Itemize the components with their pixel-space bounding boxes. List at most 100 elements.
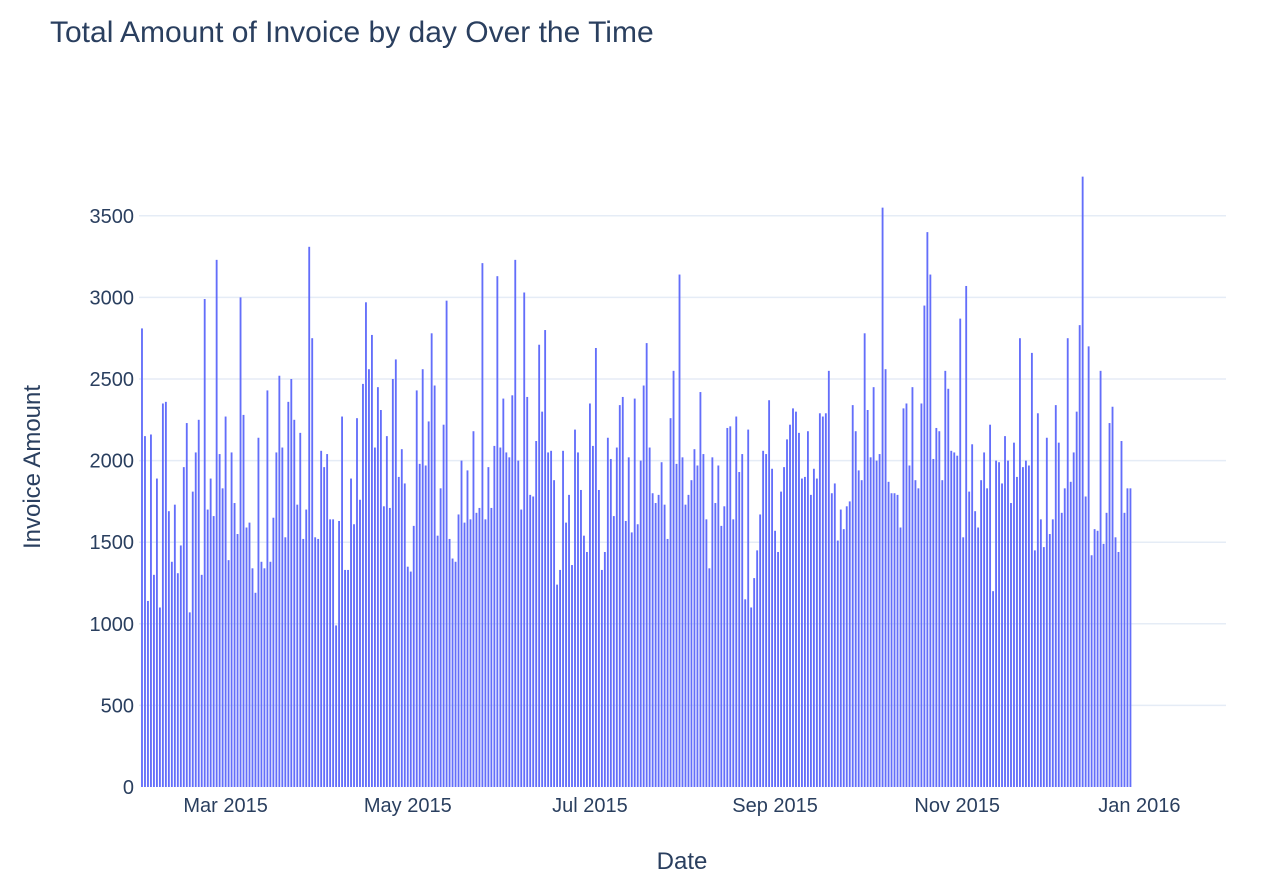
bar — [953, 452, 956, 787]
bar — [150, 434, 152, 787]
bar — [1045, 437, 1048, 787]
bar — [302, 538, 305, 787]
bar — [296, 504, 299, 787]
bar — [974, 511, 977, 787]
bar — [911, 387, 914, 787]
bar — [663, 504, 666, 787]
bar — [678, 274, 681, 787]
bar — [287, 401, 290, 787]
bar — [992, 591, 994, 787]
bar — [311, 338, 314, 787]
bar — [1007, 460, 1009, 787]
bar — [944, 370, 947, 787]
bar — [738, 472, 741, 787]
bar — [176, 573, 179, 787]
bar — [630, 532, 633, 787]
bar — [795, 411, 797, 787]
bar — [902, 408, 905, 787]
bar — [1019, 338, 1021, 787]
bar — [556, 584, 558, 787]
bar — [690, 480, 693, 787]
bar — [502, 398, 505, 787]
bar — [197, 419, 200, 787]
bar — [1123, 512, 1126, 787]
bar — [684, 504, 687, 787]
bar — [394, 359, 397, 787]
bar — [765, 454, 768, 787]
bar — [379, 410, 382, 787]
bar — [490, 507, 493, 787]
bar — [221, 488, 224, 787]
bar — [792, 408, 794, 787]
y-tick-label: 2500 — [90, 369, 135, 391]
bar — [517, 460, 520, 787]
bar — [842, 529, 845, 787]
bar — [627, 457, 630, 787]
bar — [544, 330, 547, 787]
bar — [245, 527, 248, 787]
bar — [242, 414, 245, 787]
bar — [783, 467, 785, 787]
bar — [538, 344, 541, 787]
bar — [382, 506, 385, 787]
bar — [586, 551, 588, 787]
bar — [341, 416, 343, 787]
bar — [472, 431, 475, 787]
x-tick-label: Jan 2016 — [1098, 795, 1180, 817]
bar — [478, 507, 481, 787]
bar — [499, 447, 502, 787]
bar — [194, 452, 197, 787]
bar — [227, 560, 230, 787]
bar — [1075, 411, 1078, 787]
bar — [350, 478, 352, 787]
bar — [254, 592, 257, 787]
bar — [597, 489, 600, 787]
bar — [723, 506, 726, 787]
bar — [702, 454, 705, 787]
bar — [224, 416, 227, 787]
bar — [603, 551, 606, 787]
bar — [406, 566, 409, 787]
chart-title: Total Amount of Invoice by day Over the … — [50, 16, 654, 49]
y-tick-label: 1500 — [90, 532, 135, 554]
bar — [359, 499, 361, 787]
bar — [687, 494, 690, 787]
bar — [185, 423, 188, 787]
bar — [147, 600, 149, 787]
bar — [230, 452, 233, 787]
bar — [998, 462, 1000, 787]
bar — [1126, 488, 1129, 787]
bar — [1084, 496, 1087, 787]
bar — [941, 480, 944, 787]
bar — [353, 524, 355, 787]
bar — [448, 538, 451, 787]
bar — [430, 333, 433, 787]
bar — [562, 450, 564, 787]
y-tick-label: 3000 — [90, 287, 135, 309]
bar — [666, 538, 669, 787]
bar — [705, 519, 708, 787]
bar — [926, 232, 929, 787]
bar — [818, 413, 821, 787]
bar — [827, 370, 830, 787]
bar — [469, 519, 472, 787]
bar — [153, 574, 155, 787]
bar — [433, 385, 436, 787]
bar — [451, 558, 454, 787]
bar — [756, 550, 759, 787]
bar — [571, 565, 573, 787]
bar — [989, 424, 992, 787]
y-tick-label: 2000 — [90, 451, 135, 473]
bar — [481, 263, 484, 787]
bar — [905, 403, 908, 787]
bar — [439, 488, 442, 787]
bar — [275, 452, 278, 787]
bar — [1010, 503, 1012, 787]
bar — [514, 259, 517, 787]
bar — [1039, 519, 1042, 787]
bar — [391, 379, 394, 787]
bar — [266, 390, 269, 787]
bar — [1105, 512, 1108, 787]
bar — [851, 405, 854, 787]
bar — [305, 509, 308, 787]
